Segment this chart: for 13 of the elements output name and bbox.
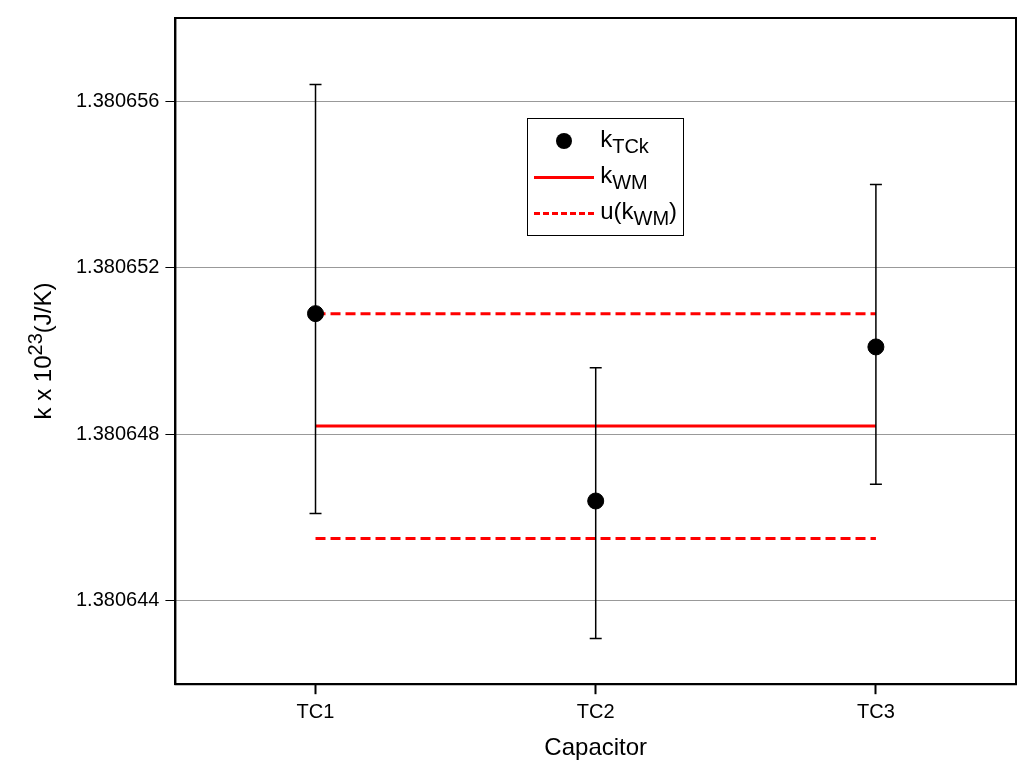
x-tick-label: TC3 bbox=[857, 699, 895, 722]
y-tick-label: 1.380644 bbox=[76, 588, 160, 611]
legend-label: k$_{TCk}$ bbox=[600, 124, 649, 158]
point bbox=[587, 492, 605, 510]
y-tick-label: 1.380652 bbox=[76, 255, 160, 278]
x-tick-label: TC1 bbox=[296, 699, 335, 722]
point bbox=[307, 305, 325, 323]
x-axis-title: Capacitor bbox=[544, 733, 648, 761]
legend-label: k$_{WM}$ bbox=[600, 160, 648, 194]
legend-label: u(k$_{WM}$) bbox=[600, 196, 678, 230]
y-tick-label: 1.380648 bbox=[76, 421, 160, 444]
x-tick-label: TC2 bbox=[576, 699, 615, 722]
y-tick-label: 1.380656 bbox=[76, 88, 160, 111]
